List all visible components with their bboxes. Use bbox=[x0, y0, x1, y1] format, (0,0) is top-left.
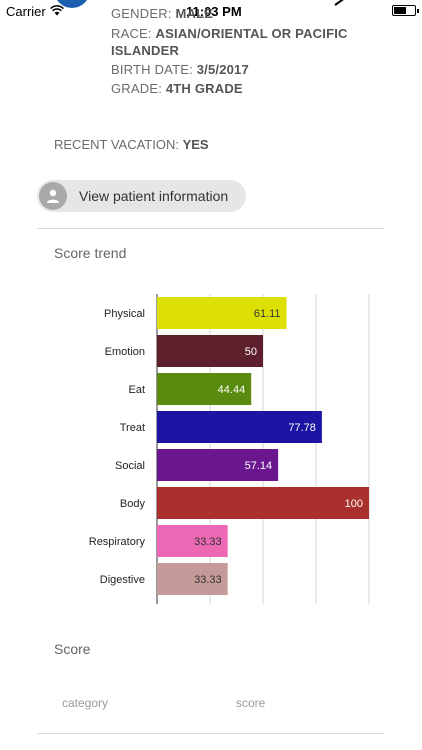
value-label: 44.44 bbox=[218, 384, 246, 396]
value-label: 50 bbox=[245, 346, 257, 358]
category-label: Respiratory bbox=[89, 536, 146, 548]
value-label: 61.11 bbox=[254, 308, 281, 320]
value-label: 33.33 bbox=[194, 574, 222, 586]
bar-treat bbox=[157, 411, 322, 443]
category-label: Eat bbox=[128, 384, 145, 396]
birth-date-row: BIRTH DATE: 3/5/2017 bbox=[111, 62, 249, 77]
avatar bbox=[39, 182, 67, 210]
value-label: 77.78 bbox=[288, 422, 316, 434]
recent-vacation-value: YES bbox=[182, 137, 209, 152]
category-label: Digestive bbox=[100, 574, 145, 586]
category-label: Physical bbox=[104, 308, 145, 320]
category-label: Treat bbox=[120, 422, 145, 434]
category-label: Social bbox=[115, 460, 145, 472]
app-logo-fragment bbox=[54, 0, 90, 8]
gender-row: GENDER: MALE bbox=[111, 6, 214, 21]
wifi-icon bbox=[50, 5, 64, 16]
score-trend-chart: Physical 61.11 Emotion 50 Eat 44.44 Treat 77.78… bbox=[89, 294, 370, 604]
score-trend-title: Score trend bbox=[54, 245, 127, 261]
edit-icon-fragment[interactable] bbox=[333, 0, 347, 6]
grade-value: 4TH GRADE bbox=[165, 81, 243, 96]
grade-row: GRADE: 4TH GRADE bbox=[111, 81, 243, 96]
race-value: ASIAN/ORIENTAL OR PACIFIC bbox=[155, 26, 348, 41]
value-label: 57.14 bbox=[245, 460, 273, 472]
carrier-name: Carrier bbox=[6, 4, 46, 19]
category-label: Emotion bbox=[105, 346, 145, 358]
score-title: Score bbox=[54, 641, 91, 657]
race-value-cont: ISLANDER bbox=[111, 43, 180, 58]
value-label: 100 bbox=[345, 498, 363, 510]
column-header-category[interactable]: category bbox=[62, 696, 109, 710]
bar-eat bbox=[157, 373, 252, 405]
status-bar: Carrier 11:03 PM bbox=[0, 0, 422, 22]
bar-physical bbox=[157, 297, 287, 329]
status-time: 11:03 PM bbox=[186, 4, 242, 19]
divider bbox=[37, 228, 384, 229]
gender-value: MALE bbox=[175, 6, 214, 21]
race-row: RACE: ASIAN/ORIENTAL OR PACIFIC ISLANDER bbox=[111, 26, 348, 58]
recent-vacation-row: RECENT VACATION: YES bbox=[54, 137, 209, 152]
battery-icon bbox=[392, 5, 419, 16]
bar-emotion bbox=[157, 335, 263, 367]
column-header-score[interactable]: score bbox=[236, 696, 266, 710]
bar-respiratory bbox=[157, 525, 228, 557]
category-label: Body bbox=[120, 498, 146, 510]
view-patient-label: View patient information bbox=[79, 188, 229, 204]
view-patient-button[interactable]: View patient information bbox=[37, 180, 246, 212]
bar-social bbox=[157, 449, 279, 481]
bar-body bbox=[157, 487, 369, 519]
person-icon bbox=[47, 189, 59, 203]
bar-digestive bbox=[157, 563, 228, 595]
table-divider bbox=[37, 733, 384, 734]
value-label: 33.33 bbox=[194, 536, 222, 548]
birth-date-value: 3/5/2017 bbox=[196, 62, 249, 77]
